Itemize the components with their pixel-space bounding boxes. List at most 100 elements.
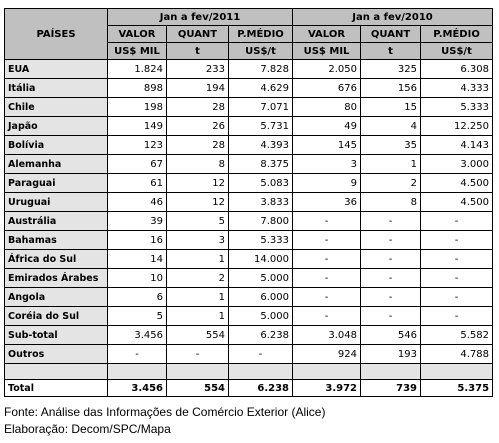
column-header: P.MÉDIO	[420, 25, 494, 43]
country-cell: Angola	[4, 287, 108, 307]
value-cell: 5	[107, 306, 167, 326]
value-cell: 26	[166, 116, 229, 136]
value-cell: 15	[360, 97, 422, 117]
country-cell: Paraguai	[4, 173, 108, 193]
country-cell: Japão	[4, 116, 108, 136]
value-cell: 3.456	[107, 379, 167, 397]
value-cell: 149	[107, 116, 167, 136]
value-cell: 1	[166, 249, 229, 269]
value-cell: -	[360, 306, 422, 326]
value-cell: 4.788	[420, 344, 494, 364]
spacer-row	[4, 363, 494, 380]
value-cell: 3.833	[227, 192, 294, 212]
value-cell: -	[292, 306, 362, 326]
value-cell: 5.000	[227, 306, 294, 326]
value-cell: 123	[107, 135, 167, 155]
value-cell: 6.308	[420, 59, 494, 79]
value-cell: -	[166, 344, 229, 364]
value-cell: 3.972	[292, 379, 362, 397]
table-row: África do Sul 14 1 14.000- - -	[4, 249, 494, 269]
unit-header: t	[360, 42, 422, 60]
value-cell: 4.143	[420, 135, 494, 155]
value-cell: 6.000	[227, 287, 294, 307]
country-cell: Total	[4, 379, 108, 397]
spacer-cell	[292, 363, 362, 380]
value-cell: 7.828	[227, 59, 294, 79]
value-cell: 7.071	[227, 97, 294, 117]
country-cell: Emirados Árabes	[4, 268, 108, 288]
value-cell: 6.238	[227, 325, 294, 345]
value-cell: 5.333	[420, 97, 494, 117]
value-cell: 4.500	[420, 192, 494, 212]
value-cell: 12.250	[420, 116, 494, 136]
value-cell: 5.083	[227, 173, 294, 193]
value-cell: -	[107, 344, 167, 364]
value-cell: -	[292, 268, 362, 288]
value-cell: 924	[292, 344, 362, 364]
value-cell: -	[227, 344, 294, 364]
spacer-cell	[227, 363, 294, 380]
value-cell: 5.582	[420, 325, 494, 345]
country-cell: Sub-total	[4, 325, 108, 345]
table-row: Bolívia 123 28 4.393 145 35 4.143	[4, 135, 494, 155]
country-cell: Chile	[4, 97, 108, 117]
value-cell: 4.500	[420, 173, 494, 193]
value-cell: 145	[292, 135, 362, 155]
table-row: Itália 898 194 4.629 676 156 4.333	[4, 78, 494, 98]
unit-header: US$ MIL	[107, 42, 167, 60]
table-row: Chile 198 28 7.071 80 15 5.333	[4, 97, 494, 117]
value-cell: -	[292, 287, 362, 307]
value-cell: -	[292, 211, 362, 231]
value-cell: -	[420, 287, 494, 307]
value-cell: 10	[107, 268, 167, 288]
value-cell: 4.393	[227, 135, 294, 155]
value-cell: -	[360, 287, 422, 307]
value-cell: 8	[360, 192, 422, 212]
value-cell: 67	[107, 154, 167, 174]
value-cell: -	[292, 249, 362, 269]
table-row: EUA 1.824 233 7.828 2.050 325 6.308	[4, 59, 494, 79]
value-cell: 36	[292, 192, 362, 212]
value-cell: 61	[107, 173, 167, 193]
unit-header: US$/t	[420, 42, 494, 60]
value-cell: 2	[166, 268, 229, 288]
value-cell: 4.333	[420, 78, 494, 98]
value-cell: -	[420, 230, 494, 250]
country-cell: Alemanha	[4, 154, 108, 174]
table-row: Total 3.456 554 6.238 3.972 739 5.375	[4, 379, 494, 397]
spacer-cell	[166, 363, 229, 380]
value-cell: 49	[292, 116, 362, 136]
spacer-cell	[360, 363, 422, 380]
value-cell: 6.238	[227, 379, 294, 397]
value-cell: 5.731	[227, 116, 294, 136]
country-cell: Bahamas	[4, 230, 108, 250]
country-cell: Uruguai	[4, 192, 108, 212]
value-cell: -	[360, 211, 422, 231]
table-row: Sub-total 3.456 554 6.238 3.048 546 5.582	[4, 325, 494, 345]
value-cell: 80	[292, 97, 362, 117]
value-cell: 198	[107, 97, 167, 117]
value-cell: 1	[166, 306, 229, 326]
value-cell: 39	[107, 211, 167, 231]
value-cell: 1.824	[107, 59, 167, 79]
value-cell: 554	[166, 325, 229, 345]
value-cell: 28	[166, 135, 229, 155]
value-cell: 898	[107, 78, 167, 98]
value-cell: 14.000	[227, 249, 294, 269]
country-cell: Itália	[4, 78, 108, 98]
value-cell: 5.375	[420, 379, 494, 397]
table-row: Uruguai 46 12 3.833 36 8 4.500	[4, 192, 494, 212]
value-cell: 8.375	[227, 154, 294, 174]
value-cell: 6	[107, 287, 167, 307]
column-header: QUANT	[360, 25, 422, 43]
value-cell: 2	[360, 173, 422, 193]
value-cell: 12	[166, 192, 229, 212]
value-cell: 546	[360, 325, 422, 345]
value-cell: 9	[292, 173, 362, 193]
value-cell: 2.050	[292, 59, 362, 79]
table-row: Alemanha 67 8 8.375 3 1 3.000	[4, 154, 494, 174]
value-cell: -	[420, 211, 494, 231]
value-cell: 676	[292, 78, 362, 98]
country-cell: Outros	[4, 344, 108, 364]
